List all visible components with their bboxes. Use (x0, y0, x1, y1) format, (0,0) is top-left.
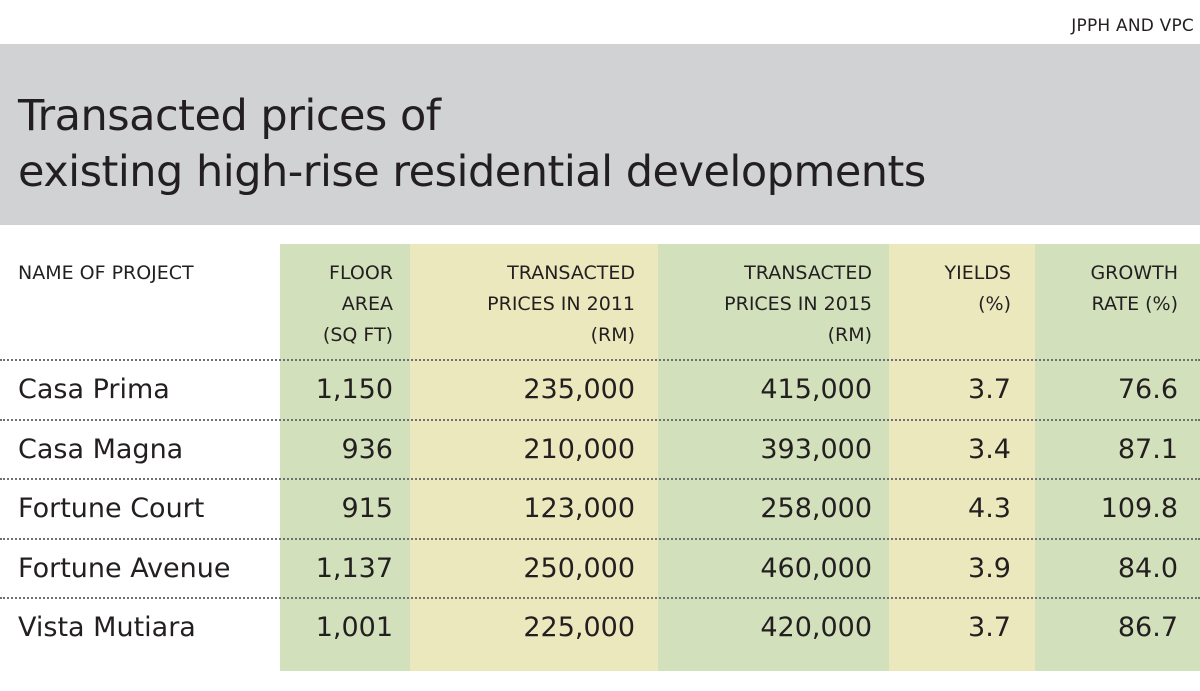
cell-floor-area: 936 (341, 434, 393, 465)
chart-title-line-1: Transacted prices of (18, 91, 441, 141)
row-separator (0, 419, 1200, 421)
cell-growth-rate: 76.6 (1117, 374, 1178, 405)
header-name-of-project: NAME OF PROJECT (18, 262, 194, 284)
cell-floor-area: 1,137 (315, 553, 393, 584)
cell-yield: 3.9 (968, 553, 1011, 584)
cell-price-2011: 250,000 (523, 553, 635, 584)
cell-project-name: Casa Prima (18, 374, 170, 405)
cell-project-name: Vista Mutiara (18, 612, 196, 643)
chart-title-line-2: existing high-rise residential developme… (18, 147, 926, 197)
header-prices-2015: TRANSACTED PRICES IN 2015 (RM) (724, 262, 872, 346)
cell-floor-area: 1,150 (315, 374, 393, 405)
title-band (0, 44, 1200, 225)
row-separator (0, 538, 1200, 540)
header-growth-rate: GROWTH RATE (%) (1090, 262, 1178, 315)
cell-price-2015: 420,000 (760, 612, 872, 643)
column-band-floor-area (280, 244, 410, 671)
cell-price-2015: 415,000 (760, 374, 872, 405)
cell-floor-area: 915 (341, 493, 393, 524)
cell-project-name: Fortune Avenue (18, 553, 231, 584)
cell-project-name: Fortune Court (18, 493, 205, 524)
cell-yield: 3.4 (968, 434, 1011, 465)
column-band-prices-2015 (658, 244, 889, 671)
source-credit: JPPH AND VPC (1071, 16, 1194, 36)
row-separator (0, 359, 1200, 361)
cell-project-name: Casa Magna (18, 434, 184, 465)
header-yields: YIELDS (%) (944, 262, 1012, 315)
cell-price-2015: 258,000 (760, 493, 872, 524)
column-band-yields (889, 244, 1035, 671)
column-band-prices-2011 (410, 244, 658, 671)
cell-price-2011: 123,000 (523, 493, 635, 524)
cell-growth-rate: 86.7 (1117, 612, 1178, 643)
header-floor-area: FLOOR AREA (SQ FT) (322, 262, 393, 346)
cell-price-2011: 210,000 (523, 434, 635, 465)
cell-growth-rate: 87.1 (1117, 434, 1178, 465)
column-band-growth-rate (1035, 244, 1200, 671)
cell-yield: 4.3 (968, 493, 1011, 524)
cell-price-2011: 225,000 (523, 612, 635, 643)
row-separator (0, 478, 1200, 480)
header-prices-2011: TRANSACTED PRICES IN 2011 (RM) (487, 262, 635, 346)
cell-floor-area: 1,001 (315, 612, 393, 643)
row-separator (0, 597, 1200, 599)
cell-price-2015: 393,000 (760, 434, 872, 465)
cell-yield: 3.7 (968, 612, 1011, 643)
cell-price-2011: 235,000 (523, 374, 635, 405)
cell-growth-rate: 109.8 (1100, 493, 1178, 524)
cell-yield: 3.7 (968, 374, 1011, 405)
chart-title: Transacted prices of existing high-rise … (18, 88, 926, 200)
cell-growth-rate: 84.0 (1117, 553, 1178, 584)
cell-price-2015: 460,000 (760, 553, 872, 584)
